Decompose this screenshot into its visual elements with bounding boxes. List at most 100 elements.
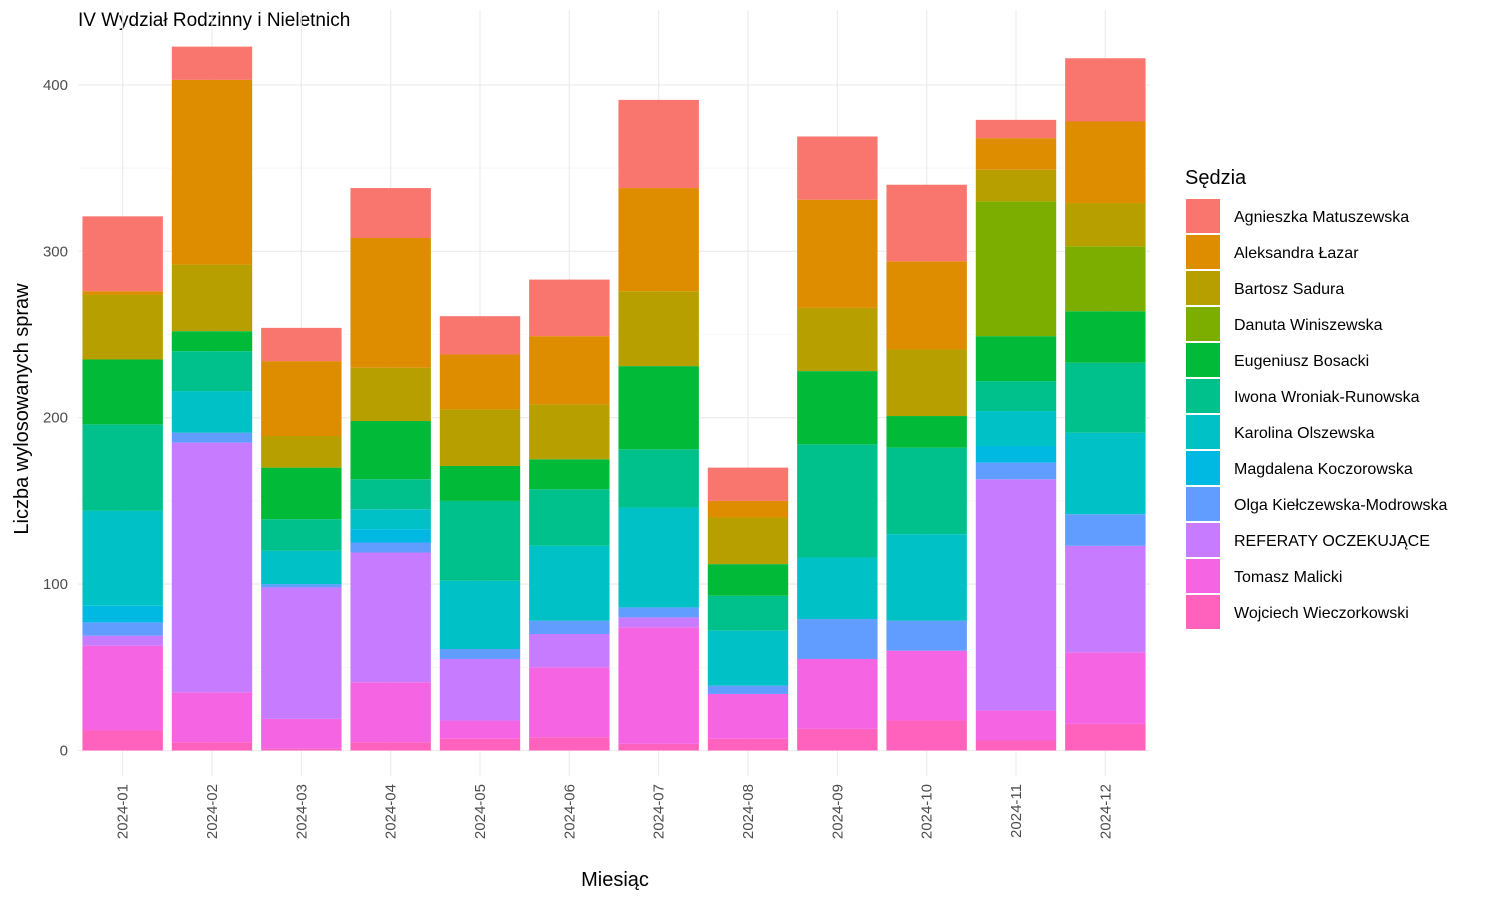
- bar-segment: [261, 587, 342, 719]
- legend-swatch: [1186, 271, 1220, 305]
- legend-swatch: [1186, 595, 1220, 629]
- bar-segment: [886, 720, 967, 751]
- legend-label: Wojciech Wieczorkowski: [1234, 605, 1409, 622]
- legend-label: Magdalena Koczorowska: [1234, 461, 1413, 478]
- bar-segment: [171, 742, 253, 751]
- bar-segment: [975, 411, 1057, 446]
- x-tick-label: 2024-12: [1097, 784, 1114, 839]
- y-tick-label: 400: [43, 77, 68, 94]
- bar-segment: [261, 550, 342, 585]
- bar-segment: [707, 595, 789, 631]
- x-tick-label: 2024-10: [919, 784, 936, 839]
- bar-segment: [529, 404, 610, 460]
- legend: Agnieszka Matuszewska Aleksandra Łazar Bar…: [1186, 199, 1448, 629]
- bar-segment: [886, 620, 967, 651]
- bar-segment: [975, 381, 1057, 412]
- bar-segment: [82, 359, 163, 425]
- bar-segment: [975, 169, 1057, 202]
- bar-segment: [350, 367, 431, 422]
- bar-segment: [439, 648, 521, 659]
- bar-segment: [618, 291, 699, 367]
- bar-segment: [1065, 723, 1146, 751]
- bar-segment: [1065, 246, 1146, 312]
- x-tick-label: 2024-08: [740, 784, 757, 839]
- bar-segment: [261, 361, 342, 437]
- bar-segment: [529, 336, 610, 405]
- bar-segment: [529, 545, 610, 621]
- legend-swatch: [1186, 235, 1220, 269]
- legend-label: Agnieszka Matuszewska: [1234, 209, 1409, 226]
- x-axis-ticks: 2024-01 2024-02 2024-03 2024-04 2024-05 2024-…: [115, 784, 1115, 839]
- x-tick-label: 2024-06: [561, 784, 578, 839]
- bar-segment: [618, 99, 699, 189]
- bar-segment: [975, 710, 1057, 741]
- bar-segment: [707, 564, 789, 596]
- bar-segment: [797, 199, 878, 308]
- x-tick-label: 2024-02: [204, 784, 221, 839]
- bar-segment: [618, 449, 699, 508]
- y-tick-label: 300: [43, 243, 68, 260]
- bar-segment: [350, 529, 431, 543]
- bar-segment: [1065, 121, 1146, 204]
- bar-segment: [975, 336, 1057, 382]
- legend-label: Eugeniusz Bosacki: [1234, 353, 1369, 370]
- bar-segment: [797, 728, 878, 751]
- bar-segment: [439, 580, 521, 649]
- bar-segment: [439, 738, 521, 751]
- bar-segment: [529, 667, 610, 738]
- bar-segment: [529, 279, 610, 337]
- bar-segment: [975, 462, 1057, 480]
- bar-segment: [529, 620, 610, 635]
- y-axis-ticks: 0 100 200 300 400: [43, 77, 68, 760]
- bar-segment: [886, 447, 967, 535]
- bar-segment: [171, 692, 253, 743]
- legend-swatch: [1186, 415, 1220, 449]
- bar-segment: [797, 371, 878, 445]
- bar-segment: [82, 424, 163, 511]
- bar-segment: [1065, 362, 1146, 433]
- bar-segment: [618, 507, 699, 608]
- bar-segment: [171, 331, 253, 352]
- bar-segment: [82, 635, 163, 646]
- x-axis-title: Miesiąc: [581, 869, 649, 891]
- bar-segment: [618, 366, 699, 450]
- bar-segment: [261, 467, 342, 520]
- bar-segment: [261, 718, 342, 749]
- bar-segment: [171, 351, 253, 392]
- bar-segment: [886, 534, 967, 621]
- bar-segment: [171, 46, 253, 80]
- bar-segment: [707, 500, 789, 518]
- bar-segment: [797, 557, 878, 620]
- bar-segment: [261, 519, 342, 551]
- legend-label: Iwona Wroniak-Runowska: [1234, 389, 1420, 406]
- x-tick-label: 2024-03: [293, 784, 310, 839]
- x-tick-label: 2024-01: [115, 784, 132, 839]
- bar-segment: [350, 188, 431, 238]
- bar-segment: [975, 445, 1057, 463]
- bar-segment: [618, 617, 699, 628]
- bar-segment: [261, 584, 342, 588]
- bar-segment: [1065, 652, 1146, 724]
- x-tick-label: 2024-09: [829, 784, 846, 839]
- legend-label: Olga Kiełczewska-Modrowska: [1234, 497, 1448, 514]
- bar-segment: [350, 237, 431, 368]
- bar-segment: [82, 216, 163, 292]
- bar-segment: [82, 730, 163, 751]
- bar-segment: [886, 184, 967, 262]
- bar-segment: [350, 542, 431, 553]
- bar-segment: [350, 509, 431, 530]
- bar-segment: [82, 294, 163, 360]
- bar-segment: [529, 737, 610, 751]
- bar-segment: [82, 645, 163, 731]
- legend-label: REFERATY OCZEKUJĄCE: [1234, 533, 1430, 550]
- bar-segment: [350, 479, 431, 510]
- y-tick-label: 100: [43, 576, 68, 593]
- bar-segment: [797, 444, 878, 558]
- bar-segment: [171, 79, 253, 265]
- legend-swatch: [1186, 559, 1220, 593]
- bar-segment: [350, 552, 431, 683]
- bar-segment: [618, 743, 699, 751]
- bar-segment: [261, 327, 342, 362]
- legend-swatch: [1186, 451, 1220, 485]
- legend-swatch: [1186, 379, 1220, 413]
